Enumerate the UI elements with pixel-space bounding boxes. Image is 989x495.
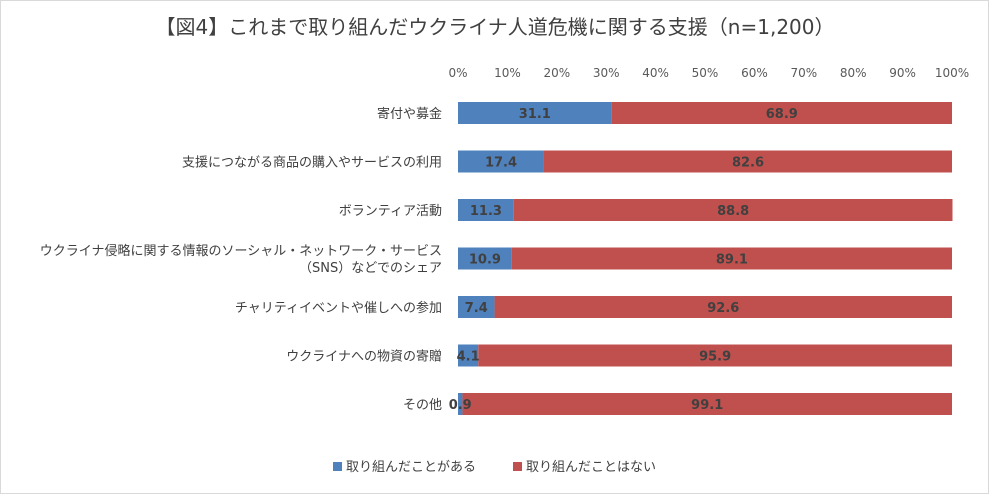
bar-segment-no xyxy=(611,102,952,124)
data-label: 4.1 xyxy=(457,350,480,365)
data-labels: 31.1 68.9 17.4 82.6 11.3 88.8 10.9 89.1 7.4 92.6 4… xyxy=(449,107,798,413)
data-label: 7.4 xyxy=(465,301,488,316)
bar-segment-yes xyxy=(458,393,463,415)
bar-segment-yes xyxy=(458,344,479,367)
legend-label: 取り組んだことがある xyxy=(346,460,476,475)
x-tick-label: 0% xyxy=(448,66,467,80)
bar-segment-no xyxy=(513,199,953,221)
category-label: チャリティイベントや催しへの参加 xyxy=(235,300,442,316)
bar-segment-yes xyxy=(458,150,544,173)
data-label: 95.9 xyxy=(699,350,731,365)
x-axis-ticks: 0% 10% 20% 30% 40% 50% 60% 70% 80% 90% 100% xyxy=(448,66,969,80)
category-label: （SNS）などでのシェア xyxy=(299,261,442,276)
data-label: 31.1 xyxy=(519,107,551,122)
data-label: 92.6 xyxy=(707,301,739,316)
legend: 取り組んだことがある 取り組んだことはない xyxy=(333,460,656,475)
category-label: ウクライナへの物資の寄贈 xyxy=(286,349,442,365)
legend-label: 取り組んだことはない xyxy=(526,460,656,475)
category-label: 寄付や募金 xyxy=(377,106,442,122)
data-label: 99.1 xyxy=(691,398,723,413)
legend-swatch xyxy=(513,462,522,471)
category-labels: 寄付や募金支援につながる商品の購入やサービスの利用ボランティア活動ウクライナ侵略… xyxy=(40,106,442,413)
data-label: 88.8 xyxy=(717,204,749,219)
bar-segment-no xyxy=(494,296,952,318)
bar-segment-yes xyxy=(458,296,495,318)
data-label: 0.9 xyxy=(449,398,472,413)
x-tick-label: 100% xyxy=(935,66,969,80)
x-tick-label: 70% xyxy=(790,66,817,80)
chart-title: 【図4】これまで取り組んだウクライナ人道危機に関する支援（n=1,200） xyxy=(155,15,834,39)
bar-segment-no xyxy=(511,247,952,270)
bar-segment-no xyxy=(478,344,952,367)
x-tick-label: 30% xyxy=(593,66,620,80)
x-tick-label: 40% xyxy=(642,66,669,80)
x-tick-label: 10% xyxy=(494,66,521,80)
legend-swatch xyxy=(333,462,342,471)
data-label: 17.4 xyxy=(485,156,517,171)
x-tick-label: 60% xyxy=(741,66,768,80)
category-label: その他 xyxy=(403,398,442,413)
category-label: ウクライナ侵略に関する情報のソーシャル・ネットワーク・サービス xyxy=(40,243,442,259)
bar-segment-yes xyxy=(458,102,612,124)
x-tick-label: 20% xyxy=(543,66,570,80)
data-label: 89.1 xyxy=(716,253,748,268)
x-tick-label: 90% xyxy=(889,66,916,80)
bar-segment-no xyxy=(462,393,952,415)
category-label: ボランティア活動 xyxy=(339,204,442,219)
data-label: 10.9 xyxy=(469,253,501,268)
bar-segment-no xyxy=(543,150,952,173)
bars xyxy=(458,102,953,415)
category-label: 支援につながる商品の購入やサービスの利用 xyxy=(182,156,442,171)
data-label: 68.9 xyxy=(766,107,798,122)
x-tick-label: 50% xyxy=(692,66,719,80)
x-tick-label: 80% xyxy=(840,66,867,80)
bar-segment-yes xyxy=(458,199,514,221)
data-label: 11.3 xyxy=(470,204,502,219)
bar-segment-yes xyxy=(458,247,512,270)
data-label: 82.6 xyxy=(732,156,764,171)
